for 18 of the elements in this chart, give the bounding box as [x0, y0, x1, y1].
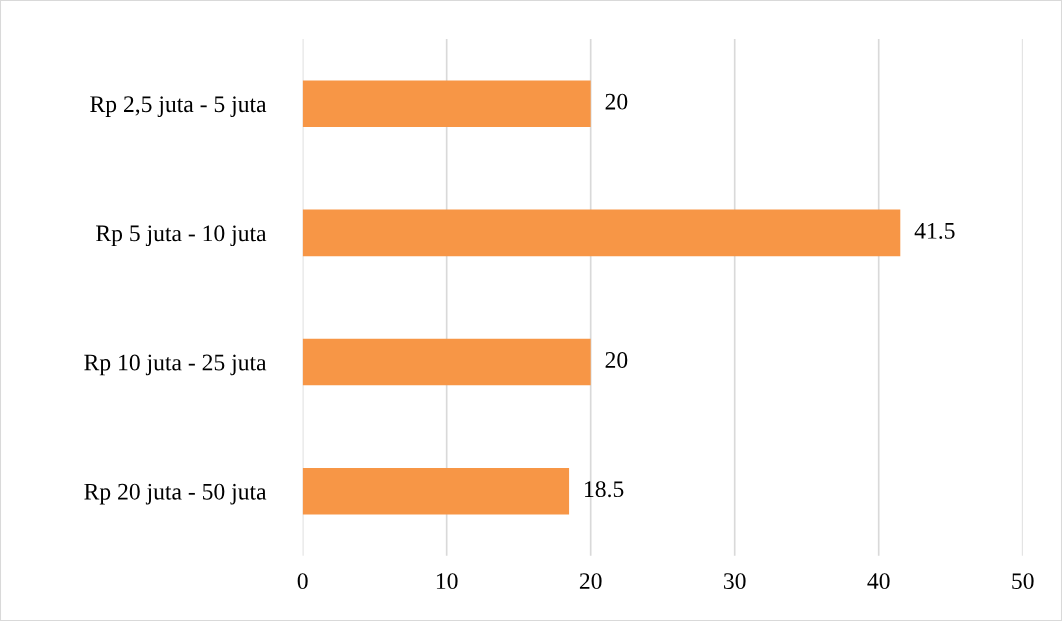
- y-tick-label: Rp 20 juta - 50 juta: [84, 483, 267, 505]
- y-tick-label: Rp 2,5 juta - 5 juta: [90, 96, 267, 117]
- x-tick-label: 30: [724, 573, 746, 590]
- bar: [302, 80, 591, 127]
- data-label: 18.5: [585, 481, 624, 498]
- y-tick-label: Rp 10 juta - 25 juta: [84, 354, 267, 376]
- y-tick-label: Rp 5 juta - 10 juta: [96, 225, 267, 247]
- x-tick-label: 20: [579, 573, 602, 590]
- bar: [302, 467, 570, 515]
- x-tick-label: 50: [1012, 573, 1034, 590]
- x-tick-label: 10: [436, 573, 458, 590]
- x-tick-label: 40: [867, 573, 890, 590]
- data-label: 20: [605, 352, 628, 368]
- x-tick-label: 0: [297, 573, 308, 590]
- data-label: 41.5: [914, 222, 955, 239]
- bar: [302, 338, 591, 386]
- bar: [302, 209, 901, 257]
- data-label: 20: [605, 93, 628, 110]
